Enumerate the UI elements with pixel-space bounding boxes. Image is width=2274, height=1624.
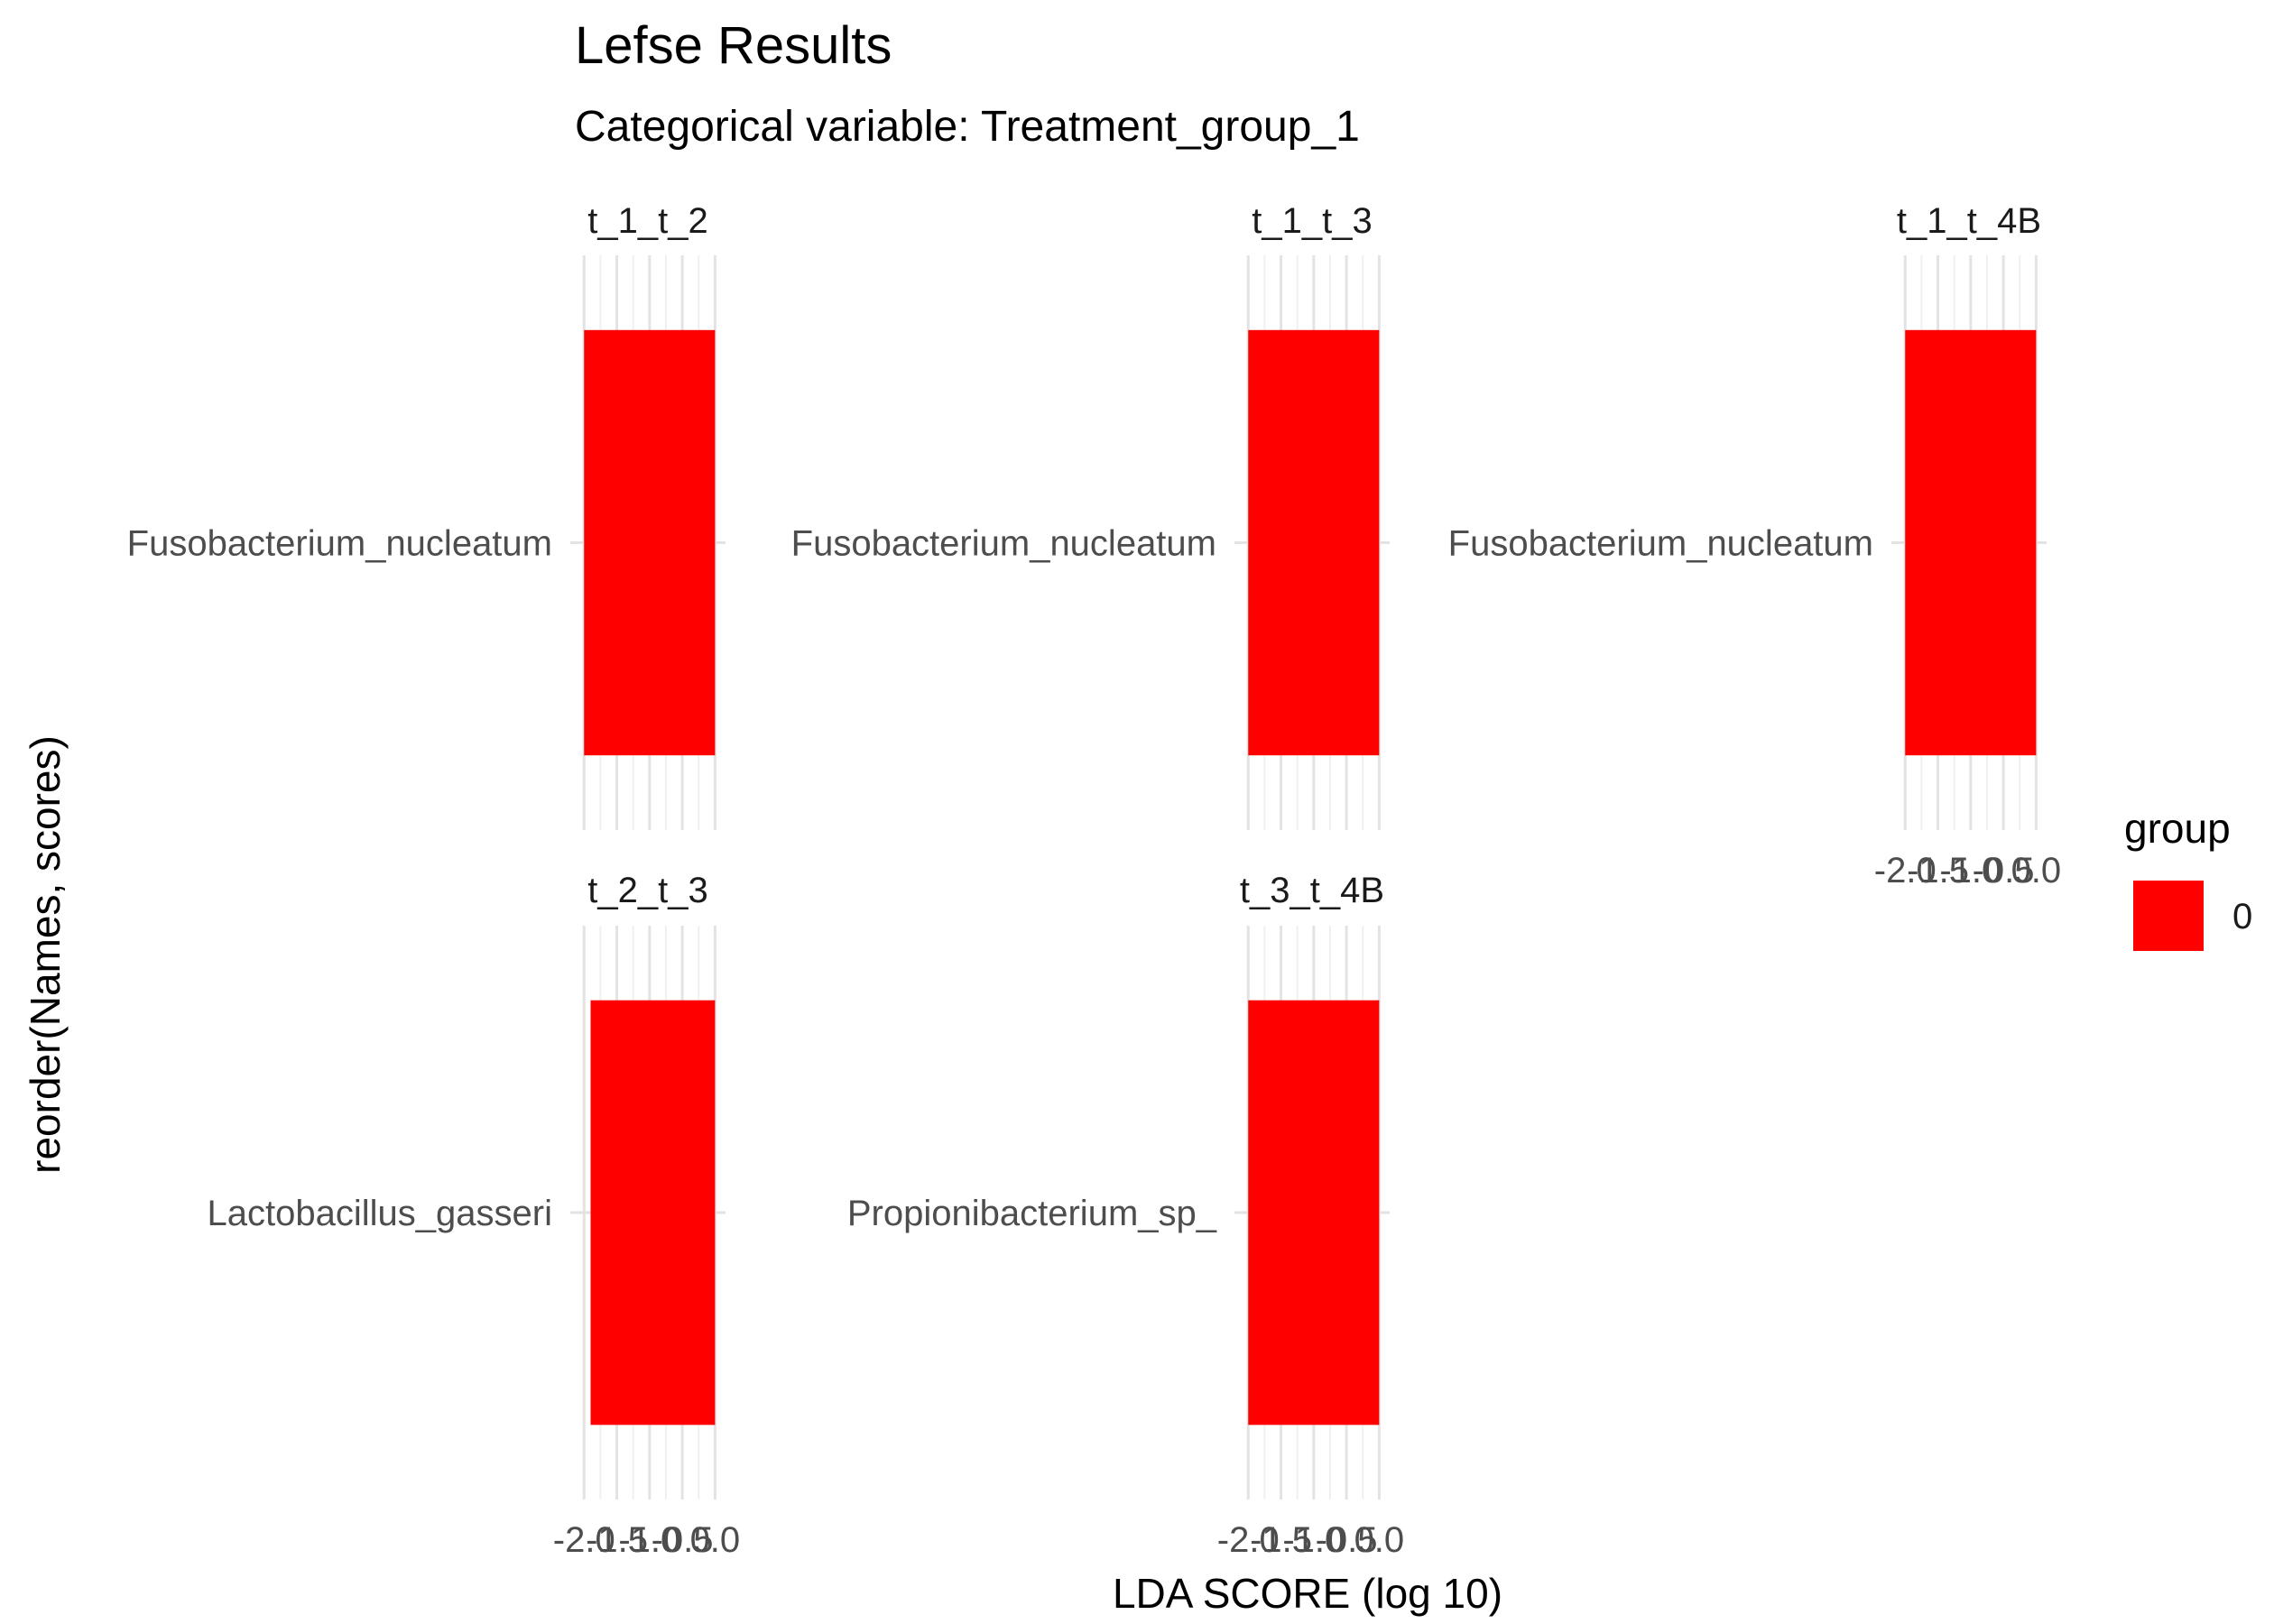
bar [1905,329,2037,756]
facet-panels: t_1_t_2 Fusobacterium_nucleatum t_1_t_3 Fus… [127,201,2062,1560]
x-tick-label: 0.0 [690,1520,741,1560]
facet-strip-label: t_3_t_4B [1240,871,1384,910]
facet-strip-label: t_2_t_3 [587,871,707,910]
facet-panel: t_2_t_3 Lactobacillus_gasseri -2.0-1.5-1.0… [208,871,741,1560]
facet-panel: t_3_t_4B Propionibacterium_sp_ -2.0-1.5-1.… [847,871,1404,1560]
facet-panel: t_1_t_3 Fusobacterium_nucleatum [791,201,1390,830]
facet-panel: t_1_t_4B Fusobacterium_nucleatum -2.0-1.5-… [1448,201,2062,890]
x-tick-label: -1.5 [1907,851,1969,890]
facet-strip-label: t_1_t_3 [1252,201,1372,241]
chart-subtitle: Categorical variable: Treatment_group_1 [575,103,1360,151]
x-tick-label: -0.5 [1316,1520,1378,1560]
x-tick-label: -1.0 [618,1520,680,1560]
x-tick-label: 0.0 [1354,1520,1405,1560]
bar [584,329,716,756]
legend-swatch [2133,881,2204,951]
x-tick-label: -1.5 [586,1520,648,1560]
x-tick-label: -0.5 [1973,851,2035,890]
x-tick-label: -1.0 [1282,1520,1345,1560]
x-tick-label: -0.5 [652,1520,714,1560]
legend-title: group [2124,805,2231,852]
x-tick-label: -2.0 [1217,1520,1280,1560]
x-tick-label: -2.0 [1874,851,1937,890]
legend-label: 0 [2232,897,2252,937]
y-axis-title: reorder(Names, scores) [22,735,69,1174]
bar [590,1000,716,1426]
category-label: Fusobacterium_nucleatum [127,524,552,564]
x-tick-label: -1.0 [1939,851,2001,890]
x-tick-label: -1.5 [1250,1520,1312,1560]
bar [1248,329,1380,756]
facet-panel: t_1_t_2 Fusobacterium_nucleatum [127,201,726,830]
x-axis-title: LDA SCORE (log 10) [1113,1570,1502,1617]
x-tick-label: -2.0 [553,1520,615,1560]
bar [1248,1000,1380,1426]
facet-strip-label: t_1_t_2 [587,201,707,241]
category-label: Propionibacterium_sp_ [847,1194,1217,1233]
x-tick-label: 0.0 [2011,851,2062,890]
legend: 0 [2133,881,2252,951]
facet-strip-label: t_1_t_4B [1897,201,2041,241]
category-label: Fusobacterium_nucleatum [791,524,1216,564]
category-label: Lactobacillus_gasseri [208,1194,552,1233]
category-label: Fusobacterium_nucleatum [1448,524,1873,564]
chart-title: Lefse Results [575,16,892,75]
